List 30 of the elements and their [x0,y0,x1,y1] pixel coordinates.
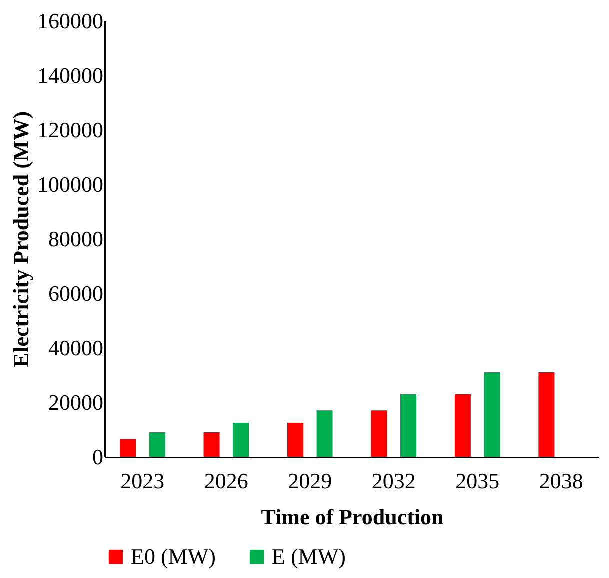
y-axis-title: Electricity Produced (MW) [8,111,34,368]
y-tick-label: 20000 [48,390,104,415]
bar [204,432,220,457]
bar [484,372,500,457]
legend-label: E (MW) [272,544,346,569]
x-tick-label: 2032 [372,468,416,494]
bar [120,439,136,457]
bar [400,394,417,457]
bar [149,432,166,457]
y-tick-label: 40000 [48,336,104,360]
y-tick-label: 120000 [38,118,104,142]
y-tick-label: 160000 [38,8,104,34]
bar [287,422,304,457]
legend-label: E0 (MW) [131,544,216,569]
bar [316,410,333,457]
y-tick-label: 80000 [48,226,104,252]
bar [233,422,250,457]
x-tick-label: 2035 [456,468,500,494]
y-tick-label: 140000 [38,63,104,88]
x-tick-label: 2038 [539,468,584,494]
bar [454,394,471,457]
x-tick-label: 2029 [288,468,332,494]
x-tick-label: 2023 [120,468,165,494]
x-tick-label: 2026 [204,468,248,494]
bar [371,410,388,457]
y-tick-label: 0 [92,444,104,470]
y-tick-label: 100000 [38,172,104,197]
x-axis-title: Time of Production [261,504,444,530]
y-tick-label: 60000 [48,281,104,306]
bar [538,372,555,457]
